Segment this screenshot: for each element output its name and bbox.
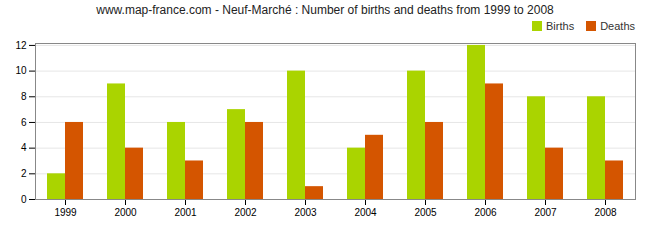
- svg-text:2004: 2004: [354, 207, 377, 218]
- svg-text:2002: 2002: [234, 207, 257, 218]
- svg-text:4: 4: [21, 142, 27, 153]
- svg-text:12: 12: [15, 40, 27, 51]
- svg-text:2003: 2003: [294, 207, 317, 218]
- svg-text:10: 10: [15, 65, 27, 76]
- svg-text:0: 0: [21, 194, 27, 205]
- html-text:Births: Births: [546, 20, 575, 32]
- svg-text:2007: 2007: [534, 207, 557, 218]
- html-text:Deaths: Deaths: [600, 20, 635, 32]
- svg-text:2000: 2000: [114, 207, 137, 218]
- svg-text:2: 2: [21, 168, 27, 179]
- svg-text:2001: 2001: [174, 207, 197, 218]
- html-text:www.map-france.com - Neuf-Marc: www.map-france.com - Neuf-Marché : Numbe…: [96, 3, 554, 17]
- svg-text:6: 6: [21, 117, 27, 128]
- svg-text:8: 8: [21, 91, 27, 102]
- svg-text:2006: 2006: [474, 207, 497, 218]
- svg-text:2005: 2005: [414, 207, 437, 218]
- svg-text:2008: 2008: [594, 207, 617, 218]
- svg-text:1999: 1999: [54, 207, 77, 218]
